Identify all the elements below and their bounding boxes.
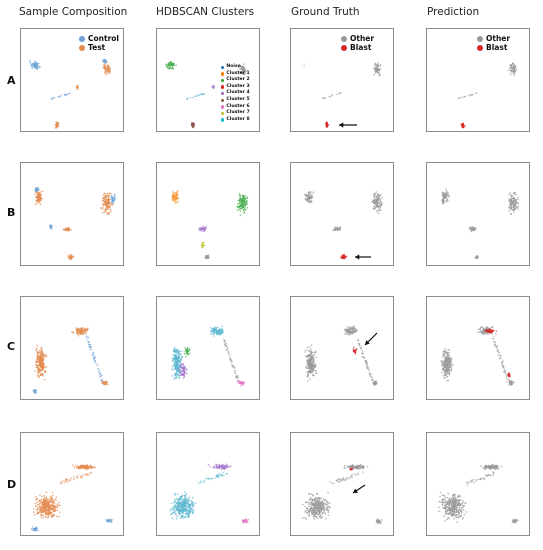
legend-item-cluster-6: Cluster 6 [221, 104, 250, 111]
legend-dot-control [79, 35, 85, 42]
legend-dot-test [79, 44, 85, 51]
legend-item-cluster-5: Cluster 5 [221, 97, 250, 104]
panel-d-truth [290, 432, 394, 536]
scatter-c-prediction [440, 325, 515, 386]
scatter-c-truth [304, 325, 378, 386]
legend-item-cluster-8: Cluster 8 [221, 117, 250, 124]
legend-item-cluster-3: Cluster 3 [221, 84, 250, 91]
panel-c-sample [20, 296, 124, 400]
panel-c-prediction [426, 296, 530, 400]
scatter-a-prediction [457, 62, 518, 129]
legend-item-blast-pred: Blast [477, 43, 510, 52]
scatter-c-clusters [171, 325, 245, 387]
panel-a-truth: Other Blast [290, 28, 394, 132]
panel-b-clusters [156, 162, 260, 266]
row-label-b: B [7, 206, 16, 219]
panel-a-prediction: Other Blast [426, 28, 530, 132]
panel-a-clusters: Noise Cluster 1 Cluster 2 Cluster 3 Clus… [156, 28, 260, 132]
scatter-b-sample [34, 186, 116, 261]
legend-prediction: Other Blast [477, 34, 510, 52]
panel-a-sample: Control Test [20, 28, 124, 132]
legend-item-cluster-4: Cluster 4 [221, 90, 250, 97]
column-title-ground-truth: Ground Truth [291, 6, 360, 18]
panel-d-clusters [156, 432, 260, 536]
scatter-d-prediction [438, 463, 519, 524]
legend-sample: Control Test [79, 34, 119, 52]
panel-b-prediction [426, 162, 530, 266]
panel-d-prediction [426, 432, 530, 536]
panel-d-sample [20, 432, 124, 536]
legend-item-blast: Blast [341, 43, 374, 52]
legend-item-test: Test [79, 43, 119, 52]
legend-item-cluster-2: Cluster 2 [221, 77, 250, 84]
row-label-c: C [7, 340, 16, 353]
scatter-a-clusters [165, 61, 247, 129]
row-label-a: A [7, 74, 16, 87]
legend-item-cluster-7: Cluster 7 [221, 110, 250, 117]
scatter-c-sample [32, 327, 109, 394]
scatter-b-truth [304, 191, 383, 260]
panel-b-truth [290, 162, 394, 266]
scatter-d-truth [302, 463, 383, 525]
panel-b-sample [20, 162, 124, 266]
legend-item-other: Other [341, 34, 374, 43]
scatter-d-sample [30, 464, 113, 532]
legend-item-cluster-1: Cluster 1 [221, 71, 250, 78]
column-title-prediction: Prediction [427, 6, 480, 18]
legend-clusters: Noise Cluster 1 Cluster 2 Cluster 3 Clus… [221, 64, 250, 123]
legend-item-noise: Noise [221, 64, 250, 71]
legend-truth: Other Blast [341, 34, 374, 52]
scatter-b-clusters [171, 189, 249, 260]
scatter-a-sample [29, 58, 112, 129]
panel-c-clusters [156, 296, 260, 400]
column-title-hdbscan-clusters: HDBSCAN Clusters [156, 6, 255, 18]
legend-item-other-pred: Other [477, 34, 510, 43]
column-title-sample-composition: Sample Composition [19, 6, 128, 18]
scatter-b-prediction [440, 188, 519, 259]
legend-item-control: Control [79, 34, 119, 43]
row-label-d: D [7, 478, 17, 491]
panel-c-truth [290, 296, 394, 400]
scatter-d-clusters [169, 463, 249, 524]
scatter-a-truth [301, 62, 382, 128]
